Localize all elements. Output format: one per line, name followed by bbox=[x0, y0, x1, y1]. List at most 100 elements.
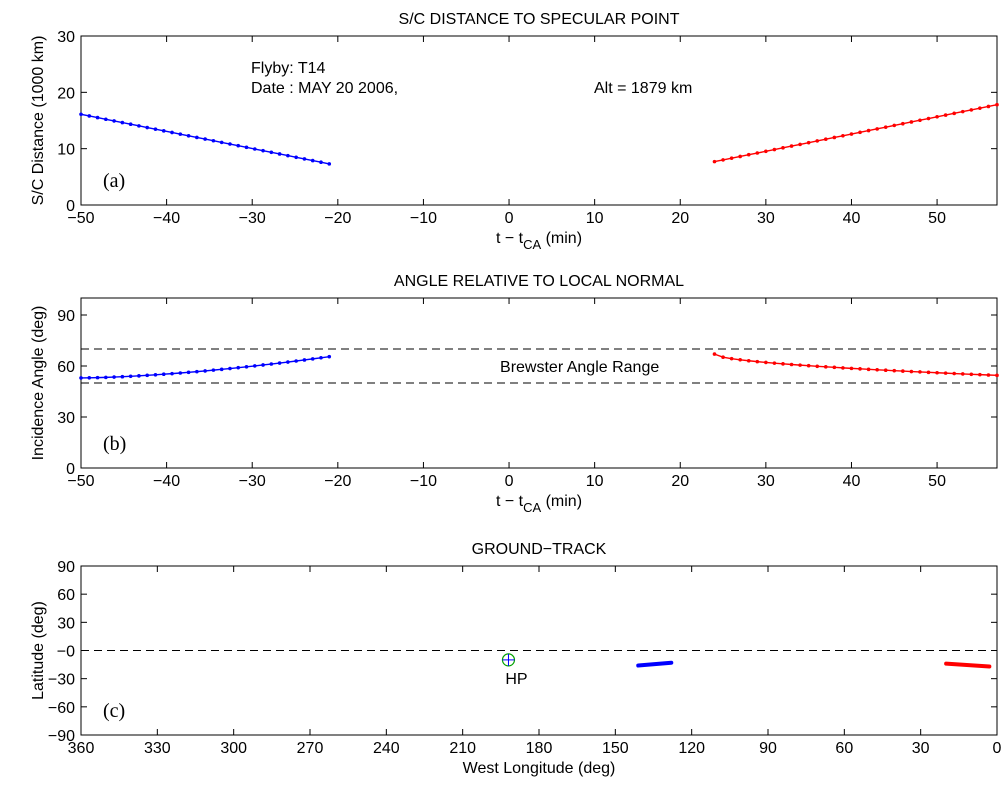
data-point bbox=[858, 367, 862, 371]
series-line bbox=[714, 353, 998, 377]
y-tick-label: 90 bbox=[57, 308, 75, 325]
data-point bbox=[909, 120, 914, 124]
data-point bbox=[302, 358, 307, 362]
data-point bbox=[806, 140, 811, 145]
data-point bbox=[236, 365, 241, 370]
x-tick-label: 10 bbox=[586, 473, 604, 490]
data-point bbox=[729, 156, 734, 160]
data-point bbox=[764, 360, 768, 365]
data-point bbox=[823, 365, 828, 369]
series-1 bbox=[944, 661, 992, 669]
panel-label: (b) bbox=[103, 433, 126, 455]
chart-title: ANGLE RELATIVE TO LOCAL NORMAL bbox=[394, 273, 684, 290]
data-point bbox=[986, 373, 991, 377]
data-point bbox=[195, 369, 199, 374]
series-line bbox=[80, 355, 330, 379]
data-point bbox=[969, 372, 974, 377]
data-point bbox=[228, 142, 232, 146]
data-point bbox=[952, 371, 956, 376]
x-axis-label-main: t − t bbox=[496, 493, 524, 510]
data-point bbox=[145, 373, 150, 378]
data-point bbox=[995, 102, 999, 107]
data-point bbox=[286, 153, 290, 158]
x-tick-label: 0 bbox=[505, 473, 514, 490]
data-point bbox=[712, 352, 717, 356]
data-point bbox=[772, 361, 777, 365]
x-tick-label: 50 bbox=[928, 473, 946, 490]
data-point bbox=[746, 152, 751, 157]
x-tick-label: −10 bbox=[410, 473, 437, 490]
x-axis-label-main: t − t bbox=[496, 230, 524, 247]
y-tick-label: 10 bbox=[57, 142, 75, 159]
data-point bbox=[918, 370, 922, 374]
y-tick-label: 60 bbox=[57, 587, 75, 604]
data-point bbox=[883, 125, 888, 129]
data-point bbox=[978, 106, 982, 110]
chart-title: GROUND−TRACK bbox=[472, 541, 607, 558]
data-point bbox=[269, 362, 274, 366]
data-point bbox=[849, 132, 854, 136]
x-tick-label: −40 bbox=[153, 473, 180, 490]
x-tick-label: −10 bbox=[410, 210, 437, 227]
data-point bbox=[153, 127, 158, 131]
x-tick-label: 120 bbox=[678, 740, 705, 757]
data-point bbox=[918, 118, 922, 123]
x-tick-label: −40 bbox=[153, 210, 180, 227]
data-point bbox=[170, 130, 174, 135]
data-point bbox=[781, 362, 785, 366]
data-point bbox=[153, 373, 158, 377]
panel-label: (c) bbox=[103, 700, 125, 722]
data-point bbox=[236, 143, 241, 148]
x-tick-label: 20 bbox=[671, 473, 689, 490]
plot-frame bbox=[80, 297, 998, 469]
data-point bbox=[327, 354, 332, 359]
y-tick-label: 0 bbox=[66, 198, 75, 215]
y-tick-label: 30 bbox=[57, 29, 75, 46]
data-point bbox=[883, 368, 888, 373]
x-tick-label: 90 bbox=[759, 740, 777, 757]
data-point bbox=[261, 363, 265, 367]
y-axis-label: Latitude (deg) bbox=[30, 601, 47, 700]
data-point bbox=[943, 371, 948, 375]
data-point bbox=[986, 104, 991, 109]
data-point bbox=[926, 116, 931, 121]
data-point bbox=[806, 363, 811, 368]
data-point bbox=[211, 138, 216, 143]
x-tick-label: 50 bbox=[928, 210, 946, 227]
y-tick-label: 30 bbox=[57, 410, 75, 427]
x-tick-label: 330 bbox=[144, 740, 171, 757]
data-point bbox=[186, 370, 191, 375]
x-tick-label: 210 bbox=[449, 740, 476, 757]
data-point bbox=[219, 140, 224, 145]
data-point bbox=[112, 119, 116, 123]
data-point bbox=[849, 366, 854, 371]
hp-marker-label: HP bbox=[505, 671, 527, 688]
data-point bbox=[294, 155, 298, 160]
data-point bbox=[112, 375, 116, 379]
brewster-band-label: Brewster Angle Range bbox=[500, 359, 659, 376]
data-point bbox=[823, 137, 828, 142]
x-tick-label: 30 bbox=[912, 740, 930, 757]
data-point bbox=[95, 375, 100, 380]
plot-frame bbox=[80, 565, 998, 736]
data-point bbox=[104, 375, 108, 380]
data-point bbox=[219, 367, 224, 372]
x-tick-label: 0 bbox=[505, 210, 514, 227]
data-point bbox=[935, 114, 939, 119]
y-tick-label: −30 bbox=[48, 672, 75, 689]
x-tick-label: 40 bbox=[843, 473, 861, 490]
data-point bbox=[277, 152, 282, 156]
data-point bbox=[746, 358, 751, 363]
x-tick-label: 60 bbox=[835, 740, 853, 757]
data-point bbox=[79, 112, 83, 117]
data-point bbox=[798, 142, 802, 147]
series-0 bbox=[636, 660, 674, 668]
x-tick-label: 240 bbox=[373, 740, 400, 757]
y-tick-label: 0 bbox=[66, 461, 75, 478]
series-1 bbox=[712, 102, 999, 164]
data-point bbox=[815, 139, 820, 143]
data-point bbox=[211, 368, 216, 372]
data-point bbox=[294, 359, 298, 363]
data-point bbox=[841, 366, 845, 370]
y-tick-label: −0 bbox=[57, 644, 75, 661]
